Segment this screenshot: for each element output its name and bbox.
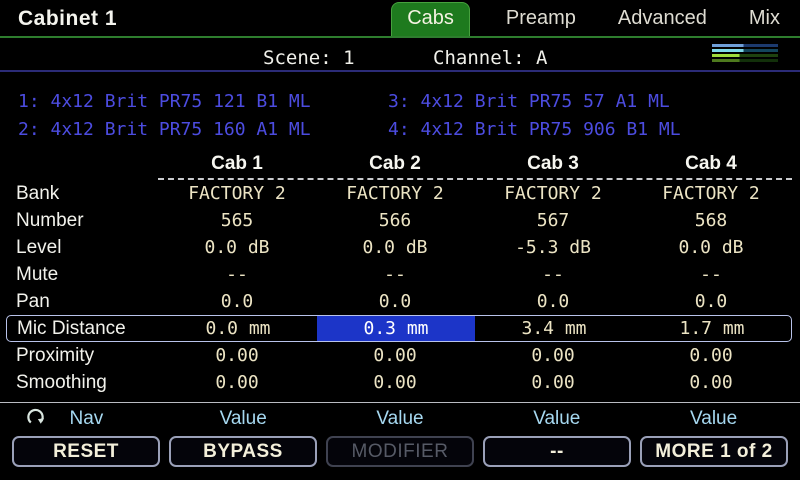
footer-divider (0, 402, 800, 403)
knob-label-value-2: Value (376, 408, 424, 429)
cell-number-cab2[interactable]: 566 (378, 210, 412, 231)
level-meter-icon (712, 44, 778, 62)
row-label: Mute (16, 263, 59, 285)
cell-level-cab1[interactable]: 0.0 dB (204, 237, 270, 258)
tab-preamp[interactable]: Preamp (505, 7, 576, 29)
cell-smoothing-cab4[interactable]: 0.00 (689, 372, 733, 393)
row-label: Mic Distance (17, 317, 126, 339)
knob-label-nav: Nav (12, 406, 161, 432)
table-body: Bank FACTORY 2 FACTORY 2 FACTORY 2 FACTO… (0, 180, 800, 396)
row-label: Level (16, 236, 62, 258)
row-label: Number (16, 209, 84, 231)
table-row-bank: Bank FACTORY 2 FACTORY 2 FACTORY 2 FACTO… (0, 180, 800, 207)
header-divider (0, 36, 800, 38)
table-row-mute: Mute -- -- -- -- (0, 261, 800, 288)
row-label: Smoothing (16, 371, 107, 393)
cell-smoothing-cab3[interactable]: 0.00 (531, 372, 575, 393)
column-header-cab2: Cab 2 (369, 153, 421, 174)
column-header-cab3: Cab 3 (527, 153, 579, 174)
cell-mute-cab3[interactable]: -- (542, 264, 564, 285)
channel-indicator: Channel: A (433, 47, 548, 69)
cab-name-1: 1: 4x12 Brit PR75 121 B1 ML (18, 91, 311, 112)
cell-bank-cab1[interactable]: FACTORY 2 (188, 183, 286, 204)
cell-number-cab1[interactable]: 565 (220, 210, 254, 231)
knob-function-row: Nav Value Value Value Value (12, 406, 788, 432)
tab-advanced[interactable]: Advanced (617, 7, 707, 29)
row-label: Proximity (16, 344, 95, 366)
cell-number-cab3[interactable]: 567 (536, 210, 570, 231)
cell-number-cab4[interactable]: 568 (694, 210, 728, 231)
scene-indicator: Scene: 1 (263, 47, 355, 69)
cell-mic-distance-cab4[interactable]: 1.7 mm (679, 318, 745, 339)
parameter-table: Cab 1 Cab 2 Cab 3 Cab 4 (0, 150, 800, 178)
tab-bar: Cabs Preamp Advanced Mix (391, 2, 786, 37)
knob-label-value-4: Value (689, 408, 738, 429)
table-header-row: Cab 1 Cab 2 Cab 3 Cab 4 (0, 150, 800, 178)
table-row-level: Level 0.0 dB 0.0 dB -5.3 dB 0.0 dB (0, 234, 800, 261)
cell-bank-cab4[interactable]: FACTORY 2 (662, 183, 760, 204)
cell-proximity-cab4[interactable]: 0.00 (689, 345, 733, 366)
cell-mute-cab4[interactable]: -- (700, 264, 722, 285)
cell-mic-distance-cab2-selected[interactable]: 0.3 mm (317, 316, 475, 341)
cab-name-list: 1: 4x12 Brit PR75 121 B1 ML 2: 4x12 Brit… (0, 88, 800, 144)
table-row-number: Number 565 566 567 568 (0, 207, 800, 234)
table-row-pan: Pan 0.0 0.0 0.0 0.0 (0, 288, 800, 315)
column-header-cab4: Cab 4 (685, 153, 737, 174)
cell-bank-cab3[interactable]: FACTORY 2 (504, 183, 602, 204)
page-title: Cabinet 1 (18, 7, 118, 30)
cell-mute-cab1[interactable]: -- (226, 264, 248, 285)
table-row-mic-distance-selected: Mic Distance 0.0 mm 0.3 mm 3.4 mm 1.7 mm (6, 315, 792, 342)
cell-pan-cab4[interactable]: 0.0 (694, 291, 728, 312)
cell-bank-cab2[interactable]: FACTORY 2 (346, 183, 444, 204)
knob-label-value-3: Value (533, 408, 581, 429)
reset-button[interactable]: RESET (12, 436, 160, 467)
tab-cabs[interactable]: Cabs (391, 2, 470, 37)
modifier-button: MODIFIER (326, 436, 474, 467)
cell-proximity-cab1[interactable]: 0.00 (215, 345, 259, 366)
blank-button[interactable]: -- (483, 436, 631, 467)
cell-mic-distance-cab1[interactable]: 0.0 mm (205, 318, 271, 339)
table-row-proximity: Proximity 0.00 0.00 0.00 0.00 (0, 342, 800, 369)
subheader-divider (0, 70, 800, 72)
cell-smoothing-cab1[interactable]: 0.00 (215, 372, 259, 393)
cab-name-2: 2: 4x12 Brit PR75 160 A1 ML (18, 119, 311, 140)
cab-name-4: 4: 4x12 Brit PR75 906 B1 ML (388, 119, 681, 140)
table-row-smoothing: Smoothing 0.00 0.00 0.00 0.00 (0, 369, 800, 396)
cell-level-cab2[interactable]: 0.0 dB (362, 237, 428, 258)
cell-level-cab4[interactable]: 0.0 dB (678, 237, 744, 258)
cell-pan-cab2[interactable]: 0.0 (378, 291, 412, 312)
cell-proximity-cab2[interactable]: 0.00 (373, 345, 417, 366)
table-header-underline (158, 178, 792, 180)
row-label: Pan (16, 290, 50, 312)
row-label: Bank (16, 182, 60, 204)
cell-mic-distance-cab3[interactable]: 3.4 mm (521, 318, 587, 339)
cab-name-3: 3: 4x12 Brit PR75 57 A1 ML (388, 91, 670, 112)
cell-pan-cab3[interactable]: 0.0 (536, 291, 570, 312)
cycle-arrow-icon (27, 408, 45, 424)
knob-label-text: Nav (69, 408, 104, 429)
cell-mute-cab2[interactable]: -- (384, 264, 406, 285)
knob-label-value-1: Value (219, 408, 267, 429)
bypass-button[interactable]: BYPASS (169, 436, 317, 467)
tab-mix[interactable]: Mix (748, 7, 780, 29)
column-header-cab1: Cab 1 (211, 153, 263, 174)
cell-pan-cab1[interactable]: 0.0 (220, 291, 254, 312)
soft-button-row: RESET BYPASS MODIFIER -- MORE 1 of 2 (12, 436, 788, 467)
cell-proximity-cab3[interactable]: 0.00 (531, 345, 575, 366)
cell-smoothing-cab2[interactable]: 0.00 (373, 372, 417, 393)
cell-level-cab3[interactable]: -5.3 dB (515, 237, 591, 258)
more-pages-button[interactable]: MORE 1 of 2 (640, 436, 788, 467)
